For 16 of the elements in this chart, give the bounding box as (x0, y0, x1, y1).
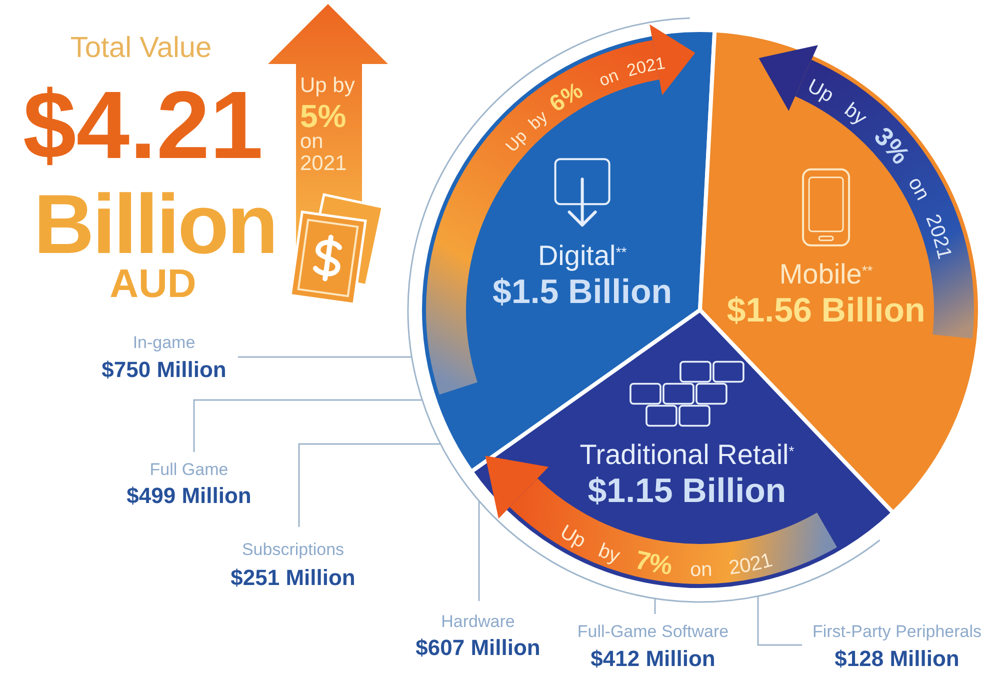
text: $4.21 Billion AUD (22, 72, 276, 306)
slice-label: Digital$^{**}$ (538, 240, 628, 272)
text: Up by 7% on 2021 (556, 520, 775, 582)
text: Subscriptions $251 Million (230, 540, 356, 590)
data-label: $1.56 Billion (726, 291, 926, 330)
data-label: $1.5 Billion (492, 273, 672, 312)
slice-label: Mobile$^{**}$ (779, 258, 874, 290)
text: Total Value (70, 32, 212, 64)
text: Hardware $607 Million (416, 612, 540, 660)
text: Full Game $499 Million (126, 460, 252, 508)
data-label: $1.15 Billion (588, 472, 786, 510)
slice-label: Traditional Retail$^{*}$ (580, 438, 795, 470)
text: Up by 5% on 2021 (300, 74, 356, 175)
text: In-game $750 Million (102, 333, 226, 382)
text: Full-Game Software $412 Million (577, 622, 729, 671)
text: First-Party Peripherals $128 Million (812, 622, 982, 671)
